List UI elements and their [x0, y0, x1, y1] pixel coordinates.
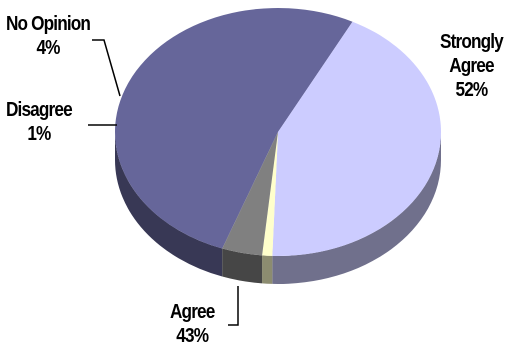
pie-side-agree — [272, 132, 441, 284]
pie-side-strongly-agree — [115, 132, 223, 277]
pie-tops — [114, 7, 441, 257]
label-strongly-agree-name-1: Strongly — [440, 31, 504, 53]
label-agree: Agree 43% — [170, 300, 215, 348]
label-no-opinion-value: 4% — [36, 37, 60, 59]
label-disagree: Disagree 1% — [6, 98, 73, 146]
label-agree-name: Agree — [170, 301, 215, 323]
pie-slice-no-opinion — [222, 132, 278, 256]
pie-sides — [115, 132, 441, 284]
label-strongly-agree: Strongly Agree 52% — [440, 30, 504, 102]
label-strongly-agree-value: 52% — [455, 79, 489, 101]
pie-slice-agree — [272, 21, 441, 257]
leader-lines — [88, 39, 239, 326]
leader-no-opinion — [92, 39, 121, 97]
label-no-opinion-name: No Opinion — [6, 13, 91, 35]
label-agree-value: 43% — [176, 325, 209, 347]
label-disagree-name: Disagree — [6, 99, 73, 121]
label-strongly-agree-name-2: Agree — [449, 55, 494, 77]
label-no-opinion: No Opinion 4% — [6, 12, 91, 60]
pie-side-no-opinion — [222, 248, 263, 284]
pie-slice-disagree — [262, 132, 278, 256]
pie-side-disagree — [262, 255, 273, 284]
leader-agree — [228, 286, 239, 326]
label-disagree-value: 1% — [27, 123, 51, 145]
pie-slice-strongly-agree — [114, 7, 353, 249]
